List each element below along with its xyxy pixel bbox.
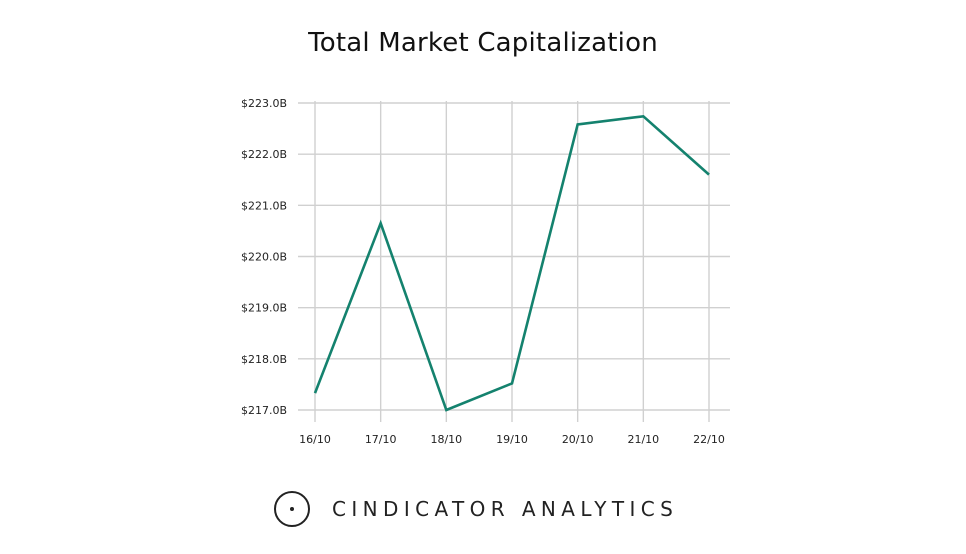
y-tick-label: $221.0B bbox=[241, 199, 287, 212]
x-axis-tick-labels: 16/10 17/10 18/10 19/10 20/10 21/10 22/10 bbox=[299, 433, 725, 446]
x-tick-label: 19/10 bbox=[496, 433, 528, 446]
brand-logo-dot bbox=[290, 507, 294, 511]
grid-lines bbox=[298, 101, 730, 422]
brand-footer: CINDICATOR ANALYTICS bbox=[274, 489, 678, 529]
brand-name: CINDICATOR ANALYTICS bbox=[332, 497, 679, 521]
y-tick-label: $222.0B bbox=[241, 148, 287, 161]
brand-logo-icon bbox=[274, 491, 310, 527]
x-tick-label: 20/10 bbox=[562, 433, 594, 446]
y-axis-tick-labels: $223.0B $222.0B $221.0B $220.0B $219.0B $218.… bbox=[241, 97, 287, 417]
x-tick-label: 16/10 bbox=[299, 433, 331, 446]
x-tick-label: 17/10 bbox=[365, 433, 397, 446]
y-tick-label: $218.0B bbox=[241, 353, 287, 366]
series-lines bbox=[313, 114, 710, 412]
y-tick-label: $219.0B bbox=[241, 302, 287, 315]
y-tick-label: $220.0B bbox=[241, 251, 287, 264]
y-tick-label: $223.0B bbox=[241, 97, 287, 110]
y-tick-label: $217.0B bbox=[241, 404, 287, 417]
x-tick-label: 18/10 bbox=[430, 433, 462, 446]
x-tick-label: 21/10 bbox=[627, 433, 659, 446]
x-tick-label: 22/10 bbox=[693, 433, 725, 446]
chart-title: Total Market Capitalization bbox=[308, 28, 658, 58]
